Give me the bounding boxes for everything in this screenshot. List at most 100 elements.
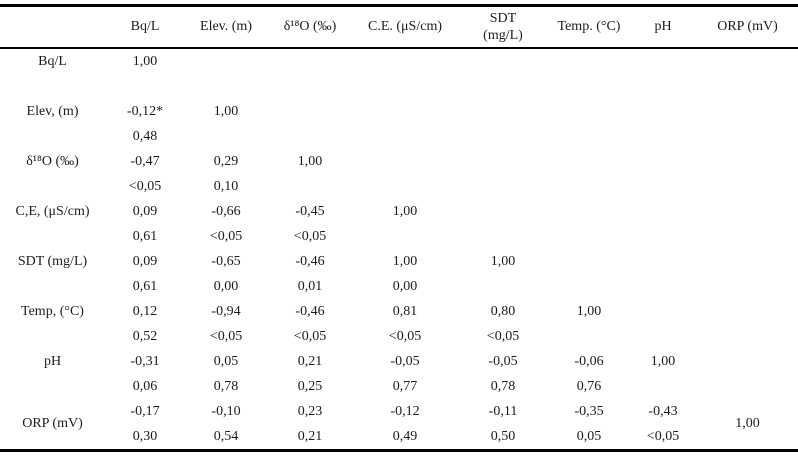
p-value [353,224,457,249]
p-value: 0,77 [392,379,418,394]
corr-value [629,249,697,274]
p-value: 0,06 [132,379,158,394]
p-value: 0,78 [213,379,239,394]
corr-value: -0,05 [488,354,518,369]
corr-value: 0,09 [132,254,158,269]
coef-row: C,E, (μS/cm) 0,09 -0,66 -0,45 1,00 [0,199,798,224]
corr-value [185,48,267,74]
header-cell-elev: Elev. (m) [200,19,252,35]
corr-value [457,149,549,174]
p-value: 0,54 [213,429,239,444]
corr-value [697,249,798,274]
p-value: 0,48 [132,129,158,144]
corr-value [549,249,629,274]
header-cell-ce: C.E. (μS/cm) [368,19,442,35]
p-value [549,274,629,299]
corr-value: -0,11 [488,404,518,419]
p-value: <0,05 [209,229,243,244]
coef-row: SDT (mg/L) 0,09 -0,65 -0,46 1,00 1,00 [0,249,798,274]
header-cell-temp: Temp. (°C) [557,19,621,35]
p-value: 0,50 [490,429,516,444]
corr-value: -0,35 [574,404,604,419]
corr-value [353,149,457,174]
p-value [697,124,798,149]
pvalue-row: 0,61 <0,05 <0,05 [0,224,798,249]
corr-value [629,99,697,124]
corr-value [697,299,798,324]
corr-value: 1,00 [392,254,418,269]
corr-value [697,99,798,124]
pvalue-row: <0,05 0,10 [0,174,798,199]
header-cell-empty [0,6,105,49]
p-value: 0,01 [297,279,323,294]
corr-value [549,48,629,74]
corr-value: 1,00 [297,154,323,169]
coef-row: Bq/L 1,00 [0,48,798,74]
corr-value [697,149,798,174]
corr-value [549,199,629,224]
corr-value: -0,10 [211,404,241,419]
pvalue-row: 0,06 0,78 0,25 0,77 0,78 0,76 [0,374,798,399]
corr-value: -0,12 [390,404,420,419]
p-value [697,174,798,199]
p-value [697,74,798,99]
p-value [629,324,697,349]
p-value [457,124,549,149]
corr-value: -0,12* [126,104,164,119]
p-value [697,224,798,249]
p-value: <0,05 [388,329,422,344]
corr-value [267,99,353,124]
row-label: C,E, (μS/cm) [15,204,90,219]
corr-value [353,99,457,124]
p-value: 0,76 [576,379,602,394]
coef-row: pH -0,31 0,05 0,21 -0,05 -0,05 -0,06 1,00 [0,349,798,374]
corr-value: 0,09 [132,204,158,219]
corr-value: 0,23 [297,404,323,419]
corr-value: 1,00 [490,254,516,269]
p-value [697,374,798,399]
p-value: 0,30 [132,429,158,444]
p-value: 0,49 [392,429,418,444]
corr-value: 1,00 [213,104,239,119]
p-value: 0,05 [576,429,602,444]
corr-value: 0,21 [297,354,323,369]
p-value [267,124,353,149]
correlation-table: Bq/L Elev. (m) δ¹⁸O (‰) C.E. (μS/cm) SDT… [0,4,798,452]
p-value [105,74,185,99]
header-cell-orp: ORP (mV) [717,19,778,35]
p-value: <0,05 [646,429,680,444]
p-value [457,224,549,249]
corr-value: 0,29 [213,154,239,169]
row-label: δ¹⁸O (‰) [26,154,79,169]
p-value [549,224,629,249]
p-value: <0,05 [293,329,327,344]
p-value [457,74,549,99]
header-row: Bq/L Elev. (m) δ¹⁸O (‰) C.E. (μS/cm) SDT… [0,6,798,49]
p-value: 0,00 [213,279,239,294]
corr-value [629,199,697,224]
p-value [697,324,798,349]
p-value [629,224,697,249]
p-value [457,174,549,199]
corr-value [549,99,629,124]
p-value [549,324,629,349]
row-label: Bq/L [38,54,67,69]
corr-value: -0,05 [390,354,420,369]
p-value [697,274,798,299]
p-value [353,174,457,199]
p-value: 0,61 [132,279,158,294]
corr-value [629,149,697,174]
p-value [353,124,457,149]
row-label: Elev, (m) [26,104,79,119]
corr-value: 1,00 [650,354,676,369]
pvalue-row: 0,30 0,54 0,21 0,49 0,50 0,05 <0,05 [0,424,798,451]
pvalue-row: 0,61 0,00 0,01 0,00 [0,274,798,299]
corr-value: -0,65 [211,254,241,269]
table-header: Bq/L Elev. (m) δ¹⁸O (‰) C.E. (μS/cm) SDT… [0,6,798,49]
p-value [549,124,629,149]
p-value [629,124,697,149]
p-value: 0,61 [132,229,158,244]
p-value [629,174,697,199]
p-value: 0,25 [297,379,323,394]
p-value [629,74,697,99]
